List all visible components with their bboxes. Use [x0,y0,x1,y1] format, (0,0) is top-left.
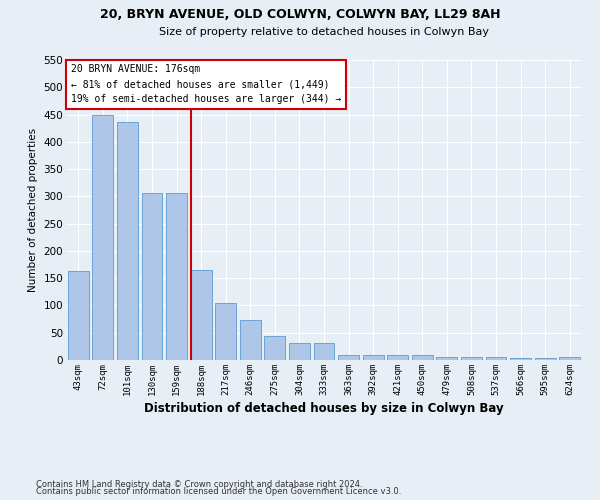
Bar [215,302,236,360]
Bar [289,342,310,360]
Bar [535,358,556,360]
Bar [510,358,531,360]
Bar [142,192,163,360]
Text: 20 BRYN AVENUE: 176sqm
← 81% of detached houses are smaller (1,449)
19% of semi-: 20 BRYN AVENUE: 176sqm ← 81% of detached… [71,64,341,104]
Text: Contains HM Land Registry data © Crown copyright and database right 2024.: Contains HM Land Registry data © Crown c… [36,480,362,489]
Bar [68,271,89,360]
Bar [412,355,433,360]
X-axis label: Distribution of detached houses by size in Colwyn Bay: Distribution of detached houses by size … [144,402,504,415]
Bar [436,358,457,360]
Bar [559,358,580,360]
Bar [166,192,187,360]
Y-axis label: Number of detached properties: Number of detached properties [28,128,38,292]
Bar [265,336,286,360]
Bar [387,354,408,360]
Bar [314,342,334,360]
Bar [485,358,506,360]
Bar [117,122,138,360]
Bar [191,270,212,360]
Title: Size of property relative to detached houses in Colwyn Bay: Size of property relative to detached ho… [159,27,489,37]
Text: 20, BRYN AVENUE, OLD COLWYN, COLWYN BAY, LL29 8AH: 20, BRYN AVENUE, OLD COLWYN, COLWYN BAY,… [100,8,500,20]
Bar [362,354,383,360]
Text: Contains public sector information licensed under the Open Government Licence v3: Contains public sector information licen… [36,487,401,496]
Bar [461,358,482,360]
Bar [338,354,359,360]
Bar [92,114,113,360]
Bar [240,320,261,360]
